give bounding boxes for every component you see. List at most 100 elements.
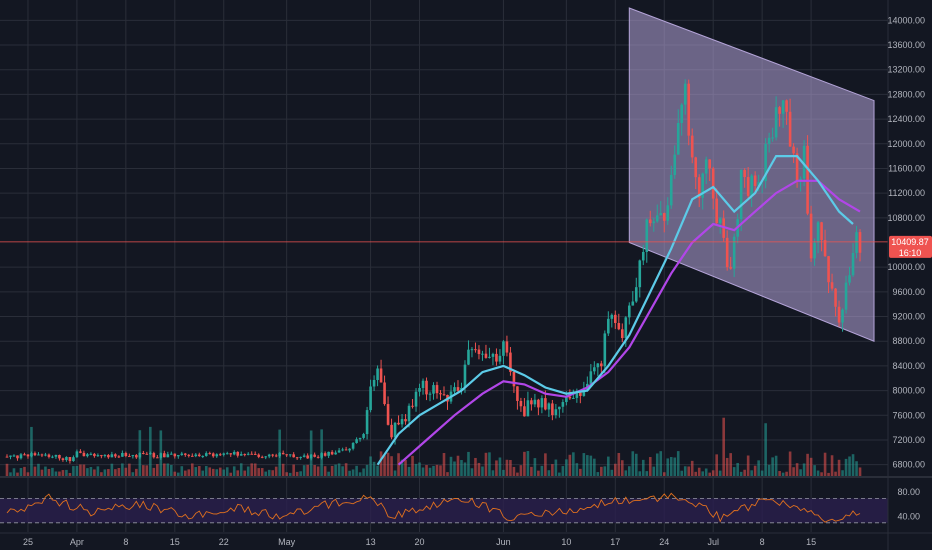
volume-bar	[460, 460, 463, 477]
volume-bar	[190, 463, 194, 477]
volume-bar	[467, 451, 470, 477]
volume-bar	[432, 465, 435, 477]
candle-body	[645, 219, 649, 252]
time-tick-label: 15	[806, 537, 816, 547]
volume-bar	[673, 457, 677, 477]
volume-bar	[516, 472, 519, 477]
candle-body	[767, 137, 771, 144]
candle-body	[274, 455, 278, 457]
volume-bar	[540, 465, 544, 477]
volume-bar	[89, 467, 93, 477]
candle-body	[568, 396, 572, 399]
volume-bar	[418, 462, 421, 477]
candle-body	[260, 456, 264, 458]
volume-bar	[327, 471, 330, 477]
candle-body	[795, 153, 799, 181]
volume-bar	[260, 468, 264, 477]
volume-bar	[19, 468, 23, 477]
candle-body	[558, 406, 561, 410]
volume-bar	[390, 456, 393, 477]
candle-body	[271, 454, 274, 456]
volume-bar	[855, 461, 858, 477]
volume-bar	[232, 466, 236, 477]
candle-body	[365, 410, 369, 435]
candle-body	[582, 390, 586, 396]
volume-bar	[61, 470, 65, 477]
candle-body	[820, 222, 823, 241]
candle-body	[383, 382, 386, 405]
time-tick-label: 20	[415, 537, 425, 547]
volume-bar	[509, 459, 512, 477]
candle-body	[86, 454, 89, 457]
volume-bar	[519, 465, 523, 477]
candle-body	[453, 387, 456, 392]
candle-body	[837, 306, 841, 323]
candle-body	[187, 454, 191, 456]
volume-bar	[194, 467, 198, 477]
time-tick-label: 24	[659, 537, 669, 547]
volume-bar	[341, 466, 344, 477]
time-axis[interactable]: 25 Apr 8 15 22 May 13 20 Jun 10 17 24 Jul 8 15	[23, 537, 816, 547]
volume-bar	[792, 467, 795, 477]
volume-bar	[526, 451, 530, 477]
candle-body	[117, 456, 121, 458]
volume-bar	[253, 463, 257, 477]
candle-body	[306, 455, 309, 459]
candle-body	[138, 452, 142, 458]
candle-body	[327, 451, 330, 456]
candle-body	[844, 282, 848, 310]
candle-body	[135, 455, 138, 458]
candle-body	[610, 314, 614, 319]
volume-bar	[799, 469, 802, 477]
candle-body	[267, 454, 271, 457]
candle-body	[351, 442, 355, 449]
volume-bar	[841, 470, 844, 477]
candle-body	[788, 111, 792, 147]
time-tick-label: 25	[23, 537, 33, 547]
candle-body	[215, 454, 219, 457]
candle-body	[505, 341, 509, 353]
candle-body	[488, 356, 491, 358]
rsi-tick-label: 80.00	[897, 487, 920, 497]
volume-bar	[809, 457, 813, 477]
volume-bar	[830, 455, 834, 477]
volume-bar	[746, 455, 750, 477]
candle-body	[23, 454, 26, 456]
candle-body	[680, 104, 684, 123]
volume-bar	[690, 460, 694, 477]
price-tick-label: 9600.00	[892, 287, 925, 297]
candle-body	[180, 453, 184, 456]
candle-body	[337, 450, 341, 453]
candle-body	[600, 363, 603, 367]
candle-body	[442, 394, 446, 396]
candle-body	[687, 83, 691, 136]
candle-body	[456, 387, 460, 391]
volume-bar	[421, 467, 425, 477]
volume-bar	[79, 464, 82, 477]
volume-bar	[379, 451, 383, 477]
candle-body	[93, 453, 96, 457]
volume-bar	[288, 472, 292, 477]
price-axis[interactable]: 14000.00 13600.00 13200.00 12800.00 12400.00…	[887, 15, 925, 469]
volume-bar	[435, 464, 439, 477]
candle-body	[142, 452, 145, 454]
time-tick-label: Jul	[707, 537, 719, 547]
volume-bar	[848, 456, 851, 477]
volume-bar	[481, 466, 484, 477]
volume-bar	[449, 456, 453, 477]
volume-bar	[250, 463, 254, 477]
volume-bar	[858, 467, 862, 477]
volume-bar	[180, 466, 184, 477]
candle-body	[194, 454, 198, 457]
volume-bar	[58, 471, 61, 477]
candle-body	[114, 454, 117, 457]
price-tick-label: 10800.00	[887, 213, 925, 223]
candle-body	[30, 453, 33, 457]
volume-bar	[781, 472, 785, 477]
volume-bar	[484, 452, 488, 477]
candle-body	[589, 371, 593, 384]
volume-bar	[330, 465, 334, 477]
volume-bar	[760, 470, 764, 477]
candle-body	[851, 252, 855, 276]
